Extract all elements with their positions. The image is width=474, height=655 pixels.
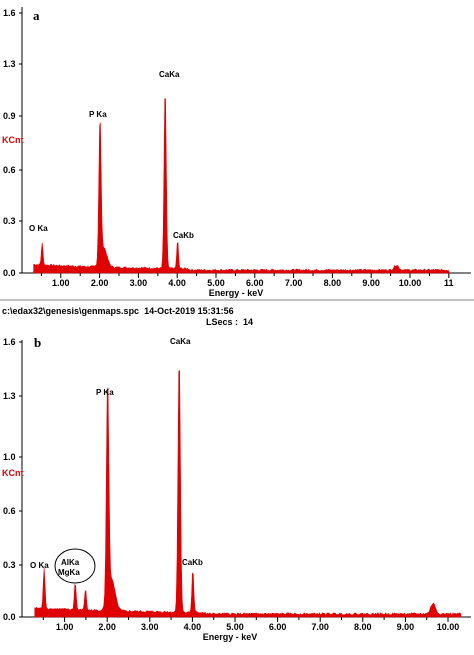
peak-label: O Ka (30, 561, 49, 570)
live-seconds-readout: LSecs : 14 (206, 317, 254, 327)
x-tick-label: 4.00 (168, 278, 186, 288)
y-tick-label: 1.0 (3, 452, 16, 462)
y-tick-label: 0.6 (3, 165, 16, 175)
x-tick-label: 11 (444, 278, 454, 288)
x-tick-label: 5.00 (207, 278, 225, 288)
x-tick-label: 6.00 (269, 622, 287, 632)
y-tick-label: 0.6 (3, 506, 16, 516)
peak-highlight-circle (54, 548, 96, 584)
x-tick-label: 3.00 (141, 622, 159, 632)
spectrum-panel-a: 0.0 0.3 0.6 0.9 1.3 1.6 KCnt 1.00 2.00 3.00 4.00 5.… (2, 7, 471, 298)
x-axis-label: Energy - keV (209, 288, 264, 298)
spectrum-trace (34, 369, 462, 618)
x-tick-label: 3.00 (130, 278, 148, 288)
y-tick-label: 0.3 (3, 560, 16, 570)
peak-label: CaKb (182, 558, 203, 567)
x-tick-label: 4.00 (184, 622, 202, 632)
peak-label: P Ka (96, 388, 114, 397)
y-tick-label: 1.6 (3, 337, 16, 347)
peak-label: CaKa (170, 337, 191, 346)
y-axis-label: KCnt (2, 135, 24, 145)
x-tick-label: 2.00 (98, 622, 116, 632)
peak-label: O Ka (29, 224, 48, 233)
peak-label: AlKa (61, 558, 80, 567)
y-tick-label: 0.0 (3, 268, 16, 278)
x-tick-label: 1.00 (56, 622, 74, 632)
y-tick-label: 1.3 (3, 391, 16, 401)
x-tick-label: 9.00 (397, 622, 415, 632)
y-tick-label: 1.6 (3, 8, 16, 18)
spectrum-panel-b: 0.0 0.3 0.6 1.0 1.3 1.6 KCnt 1.00 2.00 3.00 4.00 5.… (2, 335, 471, 642)
x-tick-label: 2.00 (91, 278, 109, 288)
peak-label: CaKa (159, 70, 180, 79)
x-tick-label: 5.00 (226, 622, 244, 632)
x-tick-label: 8.00 (354, 622, 372, 632)
x-tick-label: 6.00 (246, 278, 264, 288)
spectrum-trace (33, 98, 450, 274)
x-tick-label: 1.00 (52, 278, 70, 288)
y-tick-label: 1.3 (3, 59, 16, 69)
peak-label: MgKa (58, 568, 80, 577)
x-tick-label: 8.00 (324, 278, 342, 288)
y-tick-label: 0.0 (3, 612, 16, 622)
spectrum-file-info: c:\edax32\genesis\genmaps.spc 14-Oct-201… (2, 306, 234, 316)
x-tick-label: 10.00 (399, 278, 422, 288)
x-tick-label: 7.00 (311, 622, 329, 632)
y-tick-label: 0.3 (3, 216, 16, 226)
peak-label: P Ka (89, 110, 107, 119)
panel-label: a (33, 8, 40, 23)
x-tick-label: 9.00 (362, 278, 380, 288)
y-axis-label: KCnt (2, 468, 24, 478)
x-tick-label: 7.00 (285, 278, 303, 288)
y-tick-label: 0.9 (3, 111, 16, 121)
x-tick-label: 10.00 (437, 622, 460, 632)
x-axis-label: Energy - keV (203, 632, 258, 642)
peak-label: CaKb (173, 231, 194, 240)
panel-label: b (34, 335, 41, 350)
